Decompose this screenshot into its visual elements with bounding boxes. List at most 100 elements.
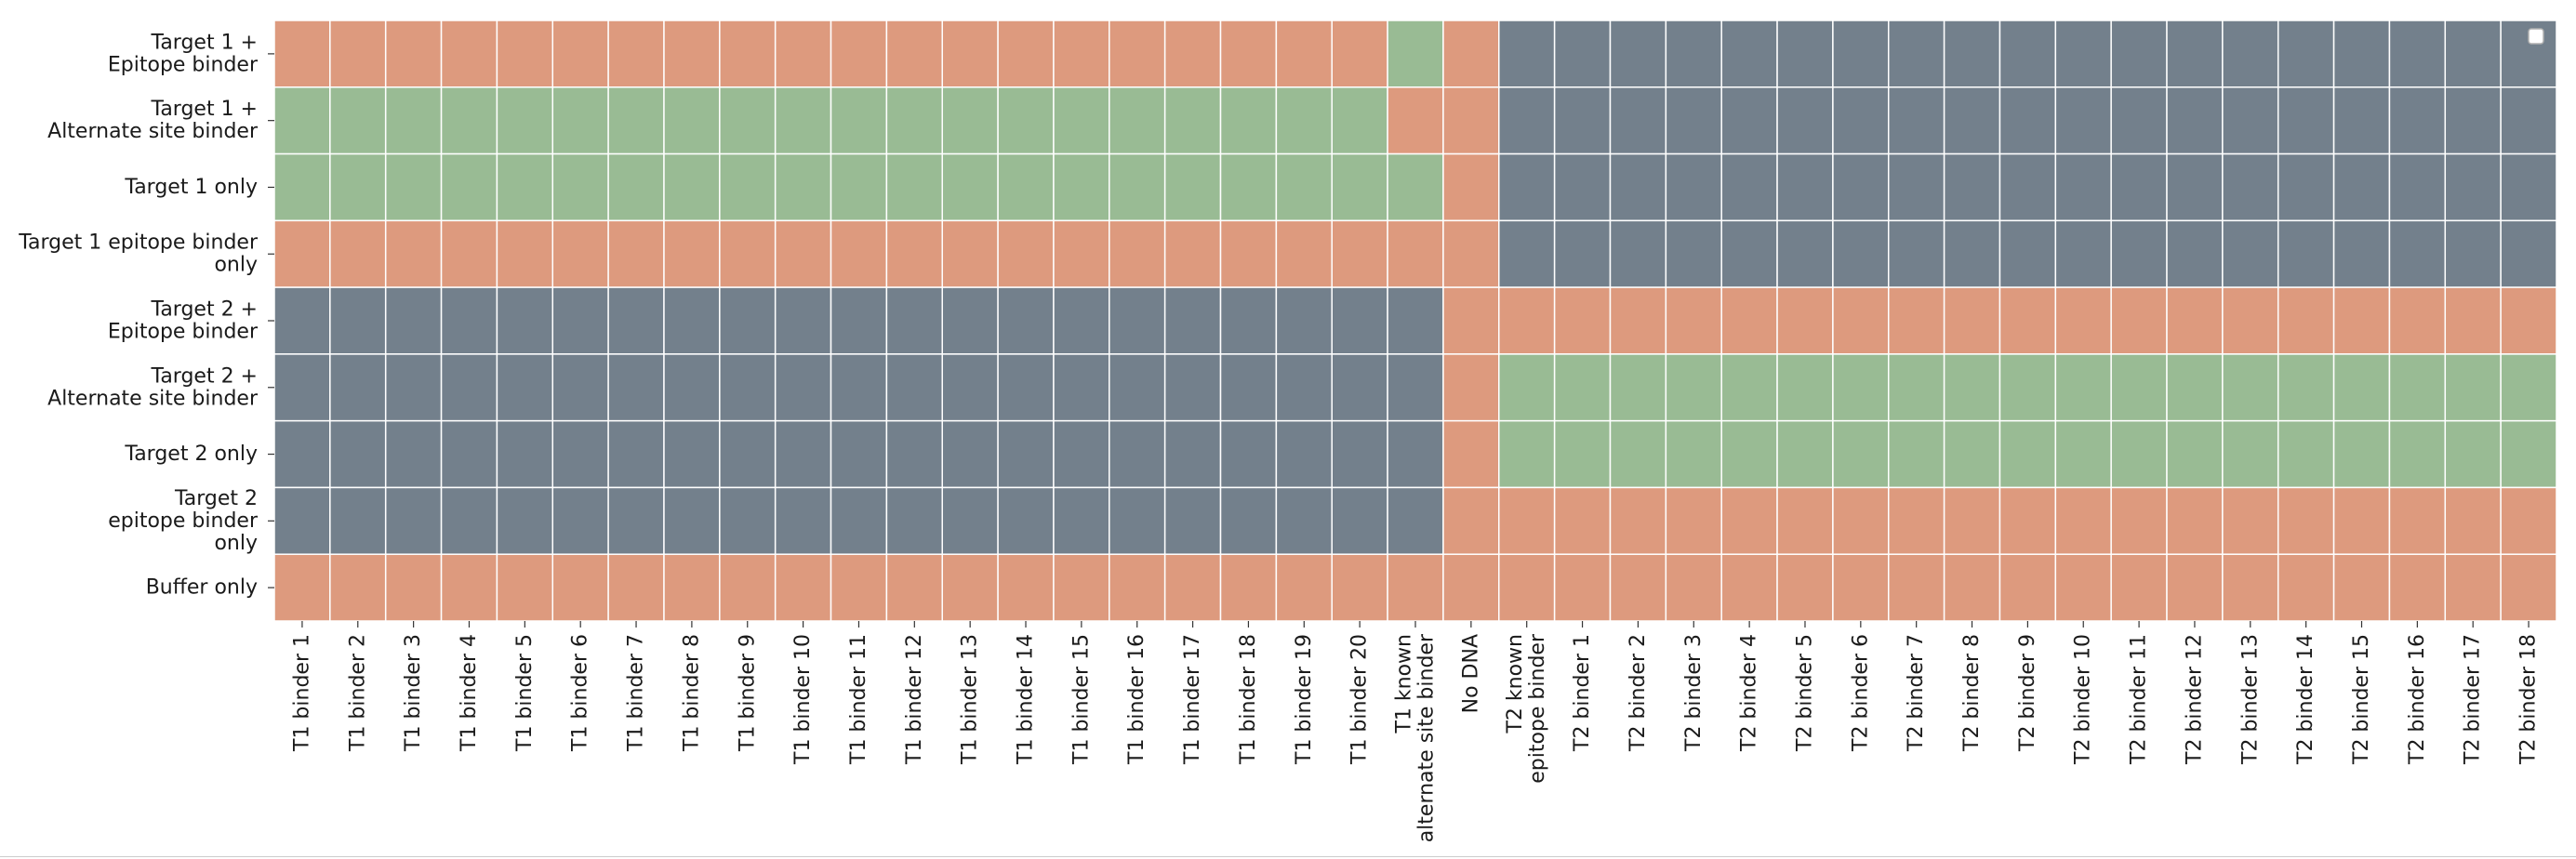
heatmap-cell (1442, 419, 1500, 489)
heatmap-cell (607, 486, 665, 555)
heatmap-cell (1109, 152, 1166, 222)
column-label: T1 binder 19 (1293, 634, 1316, 765)
column-label: T2 binder 14 (2294, 634, 2317, 765)
heatmap-cell (2222, 553, 2279, 622)
heatmap-cell (1832, 219, 1890, 288)
heatmap-cell (1498, 419, 1556, 489)
heatmap-cell (1665, 553, 1722, 622)
heatmap-cell (2222, 486, 2279, 555)
column-label: T2 binder 12 (2183, 634, 2206, 765)
heatmap-cell (1943, 553, 2001, 622)
heatmap-cell (941, 286, 999, 355)
heatmap-cell (1442, 486, 1500, 555)
row-label: Target 2 epitope binder only (108, 487, 259, 555)
heatmap-cell (1609, 353, 1667, 422)
heatmap-cell (830, 486, 888, 555)
heatmap-cell (1275, 86, 1333, 155)
heatmap-cell (830, 152, 888, 222)
heatmap-cell (774, 419, 832, 489)
heatmap-cell (551, 219, 609, 288)
heatmap-cell (2222, 152, 2279, 222)
heatmap-cell (774, 152, 832, 222)
heatmap-cell (774, 553, 832, 622)
heatmap-cell (1387, 286, 1444, 355)
heatmap-cell (273, 286, 331, 355)
column-label: T1 binder 16 (1125, 634, 1149, 765)
heatmap-cell (1609, 553, 1667, 622)
heatmap-cell (2222, 286, 2279, 355)
heatmap-cell (1219, 286, 1278, 355)
heatmap-cell (1387, 219, 1444, 288)
column-label: T1 binder 18 (1237, 634, 1260, 765)
heatmap-cell (2166, 20, 2224, 88)
heatmap-cell (1109, 486, 1166, 555)
heatmap-cell (997, 353, 1055, 422)
heatmap-cell (1665, 353, 1722, 422)
heatmap-cell (663, 353, 721, 422)
heatmap-cell (2054, 219, 2112, 288)
heatmap-cell (1275, 152, 1333, 222)
column-label: T2 binder 7 (1905, 634, 1928, 752)
heatmap-cell (2222, 419, 2279, 489)
heatmap-cell (1387, 353, 1444, 422)
heatmap-cell (496, 219, 554, 288)
heatmap-cell (774, 286, 832, 355)
heatmap-cell (1219, 86, 1278, 155)
heatmap-cell (2166, 219, 2224, 288)
heatmap-cell (2332, 152, 2391, 222)
heatmap-cell (1053, 152, 1110, 222)
heatmap-cell (1943, 86, 2001, 155)
heatmap-cell (1498, 353, 1556, 422)
heatmap-cell (1109, 419, 1166, 489)
column-label: T1 binder 4 (458, 634, 481, 752)
heatmap-cell (1219, 219, 1278, 288)
heatmap-cell (2166, 553, 2224, 622)
heatmap-cell (1219, 152, 1278, 222)
heatmap-cell (1776, 353, 1834, 422)
heatmap-cell (1888, 353, 1945, 422)
heatmap-cell (1998, 219, 2057, 288)
heatmap-cell (885, 86, 943, 155)
heatmap-cell (2110, 286, 2168, 355)
heatmap-cell (1888, 86, 1945, 155)
heatmap-cell (2110, 353, 2168, 422)
heatmap-cell (1387, 86, 1444, 155)
column-label: T2 binder 6 (1849, 634, 1872, 752)
heatmap-cell (2054, 553, 2112, 622)
heatmap-cell (1219, 353, 1278, 422)
heatmap-cell (663, 286, 721, 355)
heatmap-cell (774, 486, 832, 555)
heatmap-cell (1665, 219, 1722, 288)
heatmap-cell (273, 486, 331, 555)
heatmap-cell (1943, 20, 2001, 88)
heatmap-cell (2277, 86, 2335, 155)
heatmap-cell (440, 553, 498, 622)
heatmap-cell (1275, 353, 1333, 422)
heatmap-cell (1832, 20, 1890, 88)
heatmap-cell (1219, 553, 1278, 622)
heatmap-cell (273, 20, 331, 88)
heatmap-cell (1888, 219, 1945, 288)
heatmap-cell (1832, 553, 1890, 622)
heatmap-cell (2222, 219, 2279, 288)
heatmap-cell (1832, 86, 1890, 155)
heatmap-cell (1998, 486, 2057, 555)
heatmap-cell (2054, 486, 2112, 555)
heatmap-cell (1720, 553, 1778, 622)
heatmap-cell (2388, 486, 2447, 555)
heatmap-cell (2500, 419, 2557, 489)
heatmap-cell (1275, 486, 1333, 555)
heatmap-cell (1943, 152, 2001, 222)
heatmap-cell (2500, 553, 2557, 622)
heatmap-cell (2110, 152, 2168, 222)
heatmap-cell (1163, 353, 1222, 422)
heatmap-cell (1553, 20, 1612, 88)
heatmap-cell (1442, 219, 1500, 288)
row-label: Target 2 + Epitope binder (108, 298, 259, 344)
heatmap-cell (1553, 286, 1612, 355)
column-label: T2 binder 10 (2072, 634, 2095, 765)
heatmap-cell (2500, 486, 2557, 555)
heatmap-cell (1665, 152, 1722, 222)
heatmap-cell (1998, 86, 2057, 155)
heatmap-cell (1943, 486, 2001, 555)
